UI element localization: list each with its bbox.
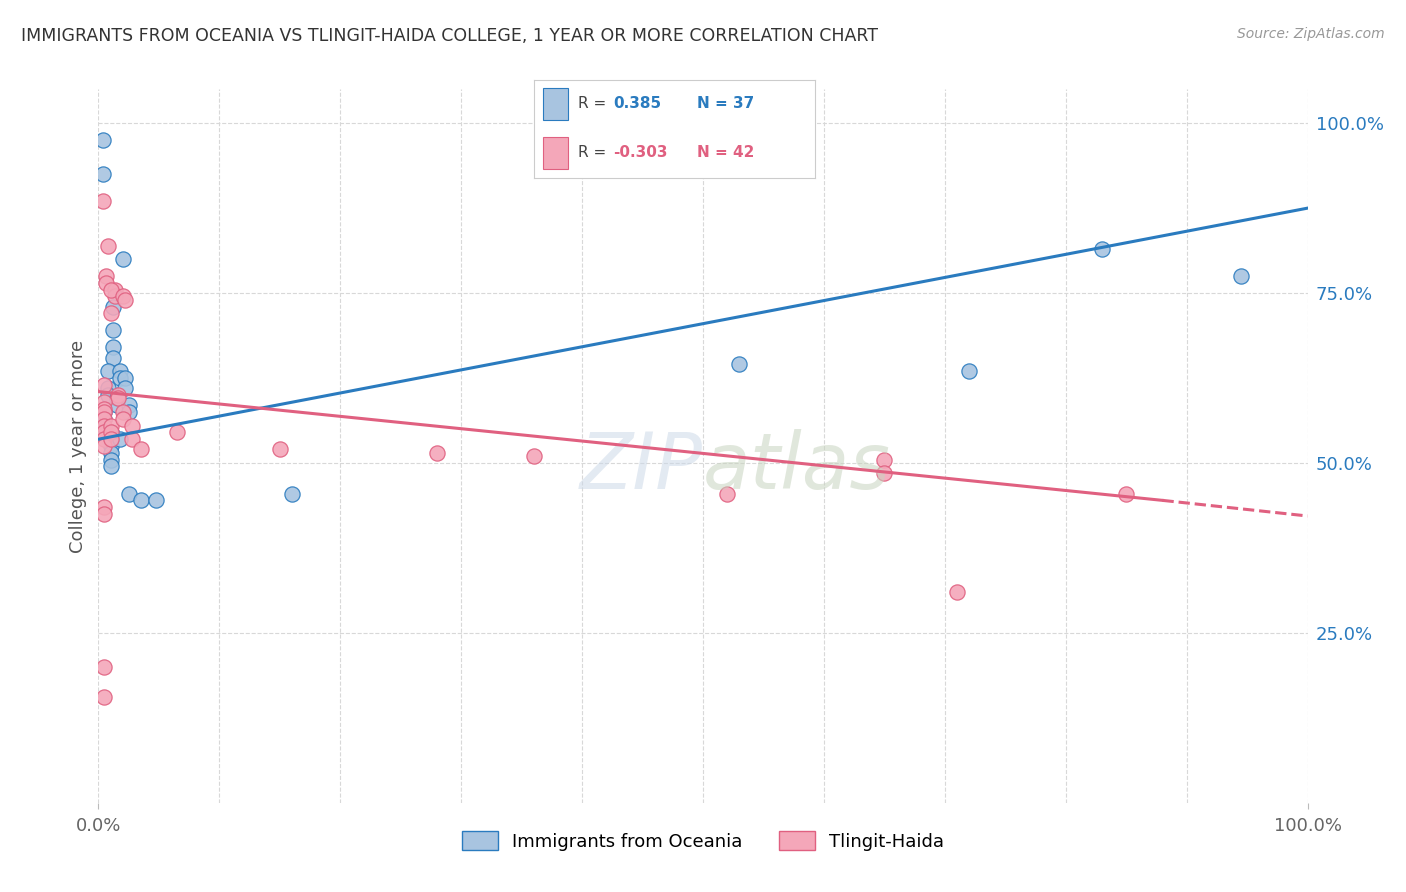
- Point: [1230, 269, 1253, 284]
- Point: [97, 364, 120, 378]
- Point: [1091, 242, 1114, 256]
- Point: [97, 388, 120, 402]
- Point: [93, 690, 115, 705]
- Point: [104, 289, 127, 303]
- Point: [523, 449, 546, 463]
- Text: -0.303: -0.303: [613, 145, 668, 161]
- Point: [145, 493, 167, 508]
- Point: [111, 412, 134, 426]
- Point: [93, 377, 115, 392]
- Point: [101, 300, 124, 314]
- Point: [121, 418, 143, 433]
- Point: [101, 341, 124, 355]
- Point: [100, 452, 122, 467]
- Bar: [543, 137, 568, 169]
- Point: [100, 459, 122, 474]
- Text: 0.385: 0.385: [613, 96, 661, 112]
- Point: [100, 425, 122, 440]
- Point: [873, 452, 896, 467]
- Point: [100, 306, 122, 320]
- Point: [111, 289, 134, 303]
- Text: R =: R =: [578, 145, 606, 161]
- Point: [104, 283, 127, 297]
- Point: [93, 405, 115, 419]
- Point: [111, 405, 134, 419]
- Point: [93, 418, 115, 433]
- Text: R =: R =: [578, 96, 606, 112]
- Point: [93, 432, 115, 446]
- Point: [728, 358, 751, 372]
- Point: [716, 486, 738, 500]
- Point: [93, 500, 115, 515]
- Point: [93, 412, 115, 426]
- Point: [93, 418, 115, 433]
- Point: [129, 442, 152, 457]
- Point: [97, 381, 120, 395]
- Point: [100, 425, 122, 440]
- Point: [91, 167, 114, 181]
- Point: [118, 486, 141, 500]
- Point: [108, 371, 131, 385]
- Point: [94, 269, 117, 284]
- Point: [957, 364, 980, 378]
- Point: [100, 446, 122, 460]
- Point: [100, 432, 122, 446]
- Point: [121, 432, 143, 446]
- Point: [93, 439, 115, 453]
- Point: [93, 660, 115, 674]
- Point: [93, 412, 115, 426]
- Text: Source: ZipAtlas.com: Source: ZipAtlas.com: [1237, 27, 1385, 41]
- Point: [111, 252, 134, 266]
- Y-axis label: College, 1 year or more: College, 1 year or more: [69, 340, 87, 552]
- Point: [101, 323, 124, 337]
- Point: [93, 425, 115, 440]
- Point: [118, 405, 141, 419]
- Point: [94, 276, 117, 290]
- Text: N = 42: N = 42: [697, 145, 755, 161]
- Point: [93, 507, 115, 521]
- Bar: [543, 88, 568, 120]
- Point: [108, 432, 131, 446]
- Point: [107, 388, 129, 402]
- Point: [129, 493, 152, 508]
- Text: atlas: atlas: [703, 429, 891, 506]
- Point: [97, 238, 120, 252]
- Point: [114, 293, 136, 307]
- Point: [426, 446, 449, 460]
- Point: [166, 425, 188, 440]
- Point: [93, 405, 115, 419]
- Text: ZIP: ZIP: [581, 429, 703, 506]
- Point: [91, 133, 114, 147]
- Point: [100, 418, 122, 433]
- Point: [105, 398, 128, 412]
- Point: [108, 364, 131, 378]
- Point: [91, 194, 114, 209]
- Point: [946, 585, 969, 599]
- Text: N = 37: N = 37: [697, 96, 755, 112]
- Point: [100, 283, 122, 297]
- Point: [105, 392, 128, 406]
- Point: [100, 432, 122, 446]
- Point: [114, 371, 136, 385]
- Point: [114, 381, 136, 395]
- Point: [269, 442, 291, 457]
- Text: IMMIGRANTS FROM OCEANIA VS TLINGIT-HAIDA COLLEGE, 1 YEAR OR MORE CORRELATION CHA: IMMIGRANTS FROM OCEANIA VS TLINGIT-HAIDA…: [21, 27, 879, 45]
- Point: [118, 398, 141, 412]
- Point: [93, 425, 115, 440]
- Point: [93, 401, 115, 416]
- Point: [107, 392, 129, 406]
- Point: [873, 466, 896, 480]
- Point: [101, 351, 124, 365]
- Legend: Immigrants from Oceania, Tlingit-Haida: Immigrants from Oceania, Tlingit-Haida: [454, 824, 952, 858]
- Point: [1115, 486, 1137, 500]
- Point: [93, 394, 115, 409]
- Point: [100, 439, 122, 453]
- Point: [281, 486, 304, 500]
